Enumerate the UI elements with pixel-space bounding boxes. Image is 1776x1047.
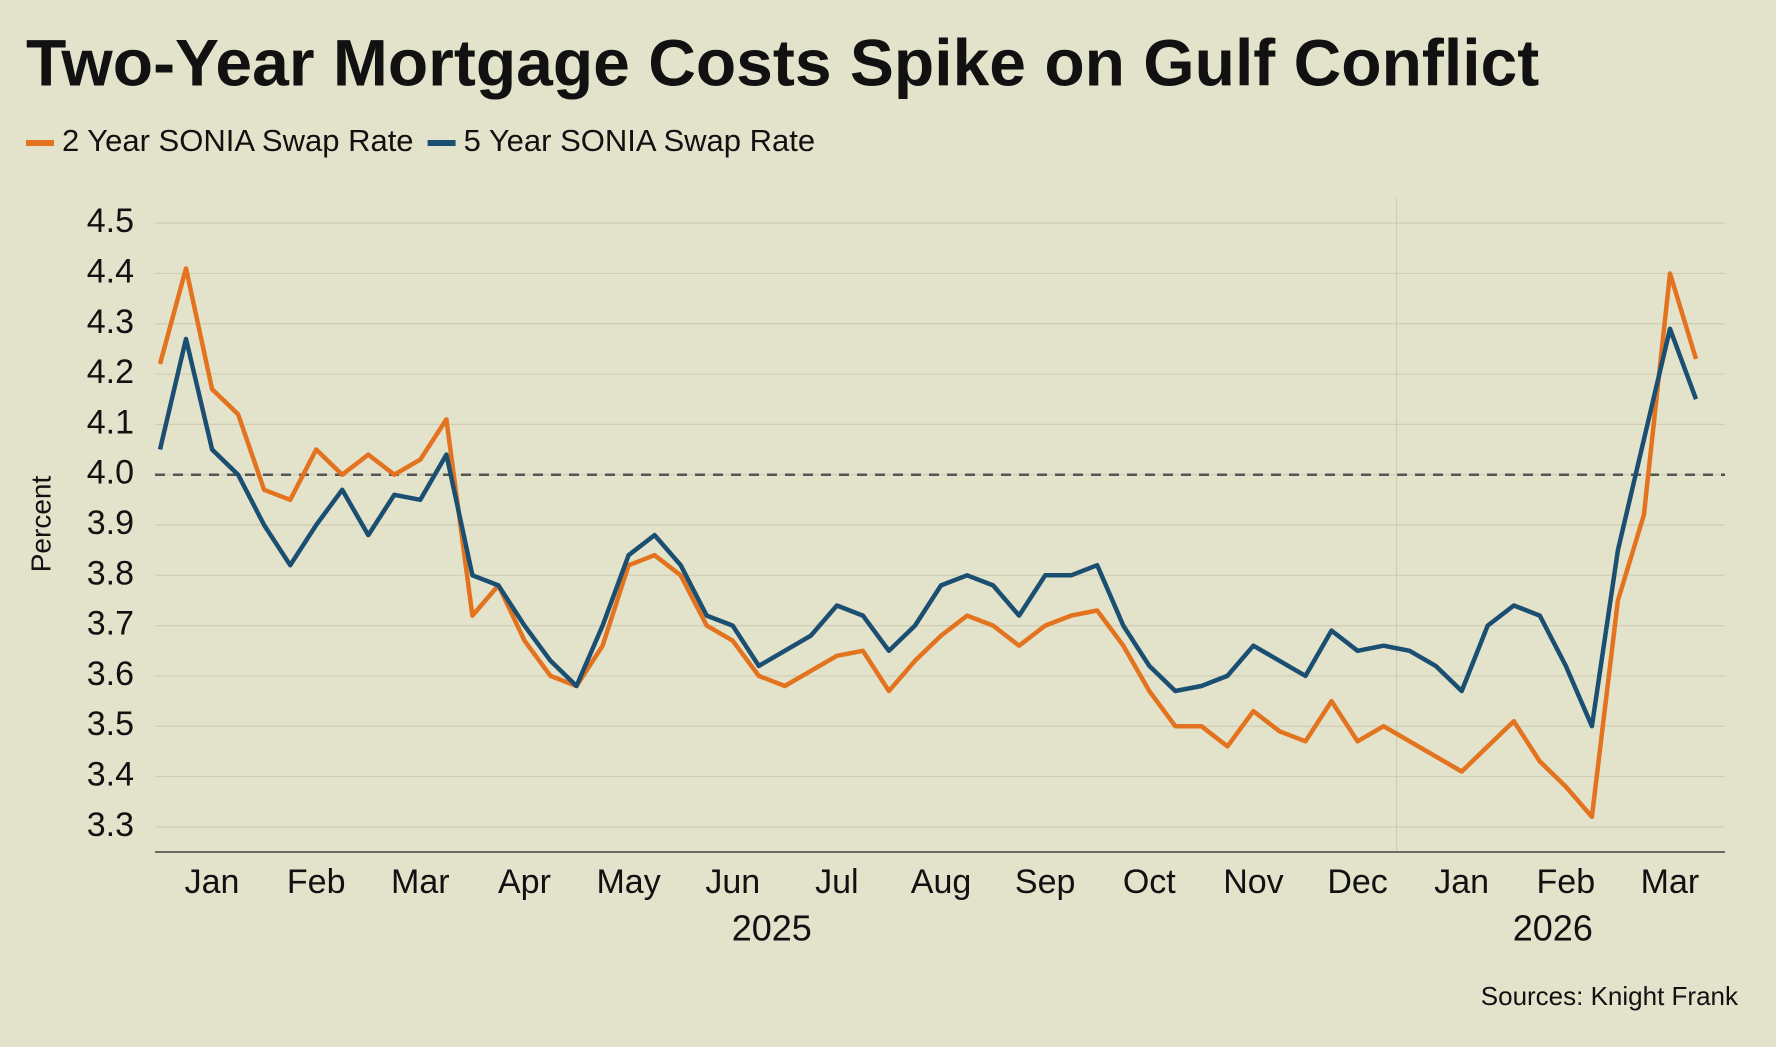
x-tick-label: Feb <box>1537 863 1596 901</box>
year-label: 2026 <box>1513 908 1593 949</box>
y-tick-label: 3.7 <box>87 605 134 643</box>
series-line <box>157 266 1699 820</box>
x-tick-label: Aug <box>911 863 972 901</box>
x-tick-label: Apr <box>498 863 551 901</box>
x-tick-label: Jan <box>185 863 240 901</box>
x-tick-label: Nov <box>1223 863 1283 901</box>
source: Sources: Knight Frank <box>1481 981 1739 1011</box>
y-tick-label: 4.4 <box>87 252 134 290</box>
x-tick-label: Sep <box>1015 863 1076 901</box>
y-tick-label: 4.1 <box>87 403 134 441</box>
y-tick-label: 3.8 <box>87 554 134 592</box>
y-axis-label: Percent <box>25 476 56 573</box>
y-tick-label: 4.0 <box>87 454 134 492</box>
x-tick-label: Feb <box>287 863 346 901</box>
legend-label: 5 Year SONIA Swap Rate <box>464 123 816 158</box>
x-tick-label: Mar <box>391 863 450 901</box>
x-tick-label: May <box>596 863 660 901</box>
legend-label: 2 Year SONIA Swap Rate <box>62 123 414 158</box>
series-line <box>157 326 1699 729</box>
y-tick-label: 3.3 <box>87 806 134 844</box>
y-tick-label: 3.4 <box>87 756 134 794</box>
y-tick-label: 4.2 <box>87 353 134 391</box>
y-tick-label: 3.5 <box>87 705 134 743</box>
y-tick-label: 3.9 <box>87 504 134 542</box>
y-tick-label: 3.6 <box>87 655 134 693</box>
y-tick-label: 4.3 <box>87 303 134 341</box>
x-tick-label: Jul <box>815 863 858 901</box>
y-tick-label: 4.5 <box>87 202 134 240</box>
x-tick-label: Jan <box>1434 863 1489 901</box>
x-tick-label: Oct <box>1123 863 1176 901</box>
x-tick-label: Mar <box>1641 863 1700 901</box>
x-tick-label: Dec <box>1327 863 1387 901</box>
x-tick-label: Jun <box>705 863 760 901</box>
year-label: 2025 <box>732 908 812 949</box>
chart-title: Two-Year Mortgage Costs Spike on Gulf Co… <box>26 25 1539 99</box>
